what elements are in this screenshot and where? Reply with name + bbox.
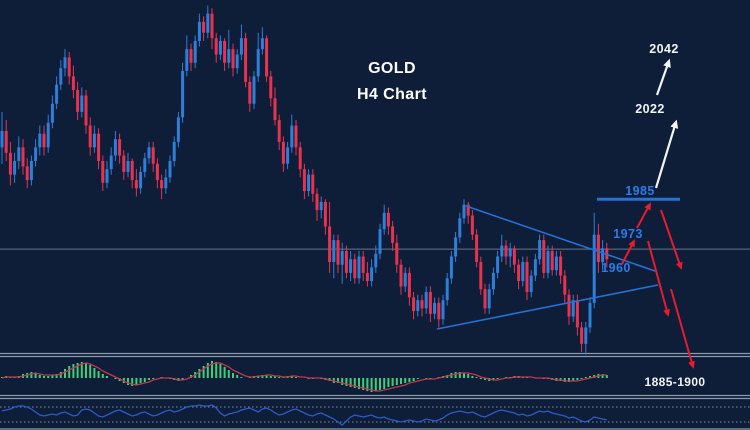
- price-target-2022-label: 2022: [635, 102, 665, 116]
- reject-from-1985: [660, 209, 683, 270]
- support-zone-label: 1885-1900: [644, 375, 706, 389]
- resistance-1985-label: 1985: [625, 184, 655, 198]
- projection-up-to-2042: [655, 58, 671, 96]
- bounce-to-1985: [636, 202, 651, 229]
- resistance-1973-label: 1973: [613, 227, 643, 241]
- oscillator-line: [1, 404, 607, 426]
- price-target-2042-label: 2042: [649, 42, 679, 56]
- projection-up-to-2022: [654, 119, 679, 189]
- projection-arrows: [621, 58, 695, 369]
- drop-to-support: [670, 288, 695, 369]
- chart-title-timeframe: H4 Chart: [357, 86, 427, 103]
- bounce-to-1973: [621, 239, 635, 265]
- panel-separators: [0, 352, 750, 430]
- oscillator-panel: [0, 404, 750, 426]
- macd-signal-line: [1, 362, 607, 392]
- level-1960-label: 1960: [601, 261, 631, 275]
- drop-mid: [647, 240, 670, 317]
- candles-layer: [0, 5, 609, 355]
- macd-panel: [1, 361, 608, 392]
- chart-title-symbol: GOLD: [368, 60, 416, 77]
